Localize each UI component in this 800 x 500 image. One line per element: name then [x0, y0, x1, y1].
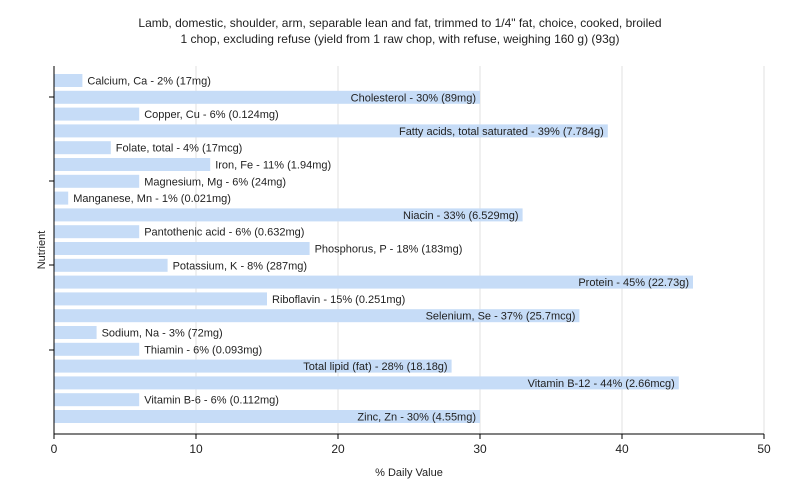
- bar-label: Total lipid (fat) - 28% (18.18g): [303, 361, 447, 373]
- x-tick-label: 50: [757, 442, 771, 456]
- x-tick-label: 30: [473, 442, 487, 456]
- axes: [49, 66, 765, 439]
- bar: [54, 158, 211, 171]
- x-tick-label: 20: [331, 442, 345, 456]
- bar: [54, 90, 480, 104]
- bar: [54, 309, 580, 323]
- bar-label: Potassium, K - 8% (287mg): [173, 260, 308, 272]
- bar: [54, 410, 480, 423]
- bar: [54, 191, 69, 205]
- bar: [54, 174, 140, 188]
- bar: [54, 292, 267, 306]
- bar: [54, 326, 97, 339]
- bar-label: Selenium, Se - 37% (25.7mcg): [426, 311, 576, 323]
- bar: [54, 258, 168, 272]
- bar-label: Vitamin B-6 - 6% (0.112mg): [144, 395, 279, 407]
- bar: [54, 342, 140, 356]
- bar-label: Copper, Cu - 6% (0.124mg): [144, 109, 279, 121]
- bar: [54, 74, 83, 87]
- tick-labels: 0 10 20 30 40 50: [51, 442, 771, 456]
- bar-label: Thiamin - 6% (0.093mg): [144, 344, 262, 356]
- bar: [54, 124, 608, 138]
- bar-label: Fatty acids, total saturated - 39% (7.78…: [399, 126, 604, 138]
- bar: [54, 242, 310, 255]
- bar-label: Iron, Fe - 11% (1.94mg): [215, 160, 331, 172]
- x-axis-label: % Daily Value: [375, 467, 443, 479]
- bar: [54, 208, 523, 222]
- bar: [54, 376, 679, 390]
- bar-label: Sodium, Na - 3% (72mg): [102, 328, 223, 340]
- bar-label: Protein - 45% (22.73g): [578, 277, 689, 289]
- bar: [54, 359, 452, 373]
- bar-label: Folate, total - 4% (17mcg): [116, 143, 243, 155]
- chart-title-line-1: Lamb, domestic, shoulder, arm, separable…: [138, 16, 662, 30]
- bar-label: Riboflavin - 15% (0.251mg): [272, 294, 405, 306]
- bar-label: Zinc, Zn - 30% (4.55mg): [357, 412, 476, 424]
- bars: Calcium, Ca - 2% (17mg) Cholesterol - 30%…: [54, 74, 693, 424]
- y-axis-label: Nutrient: [36, 231, 48, 270]
- bar: [54, 225, 140, 239]
- x-tick-label: 10: [189, 442, 203, 456]
- bar-label: Cholesterol - 30% (89mg): [351, 92, 476, 104]
- bar: [54, 141, 111, 155]
- bar-label: Vitamin B-12 - 44% (2.66mcg): [528, 378, 675, 390]
- bar-label: Phosphorus, P - 18% (183mg): [315, 244, 463, 256]
- bar-label: Niacin - 33% (6.529mg): [403, 210, 519, 222]
- bar: [54, 107, 140, 121]
- bar-label: Calcium, Ca - 2% (17mg): [87, 76, 210, 88]
- bar: [54, 275, 693, 289]
- bar-label: Magnesium, Mg - 6% (24mg): [144, 176, 286, 188]
- chart-title-line-2: 1 chop, excluding refuse (yield from 1 r…: [180, 32, 620, 46]
- x-tick-label: 0: [51, 442, 58, 456]
- bar-label: Pantothenic acid - 6% (0.632mg): [144, 227, 304, 239]
- x-tick-label: 40: [615, 442, 629, 456]
- bar: [54, 393, 140, 407]
- bar-label: Manganese, Mn - 1% (0.021mg): [73, 193, 231, 205]
